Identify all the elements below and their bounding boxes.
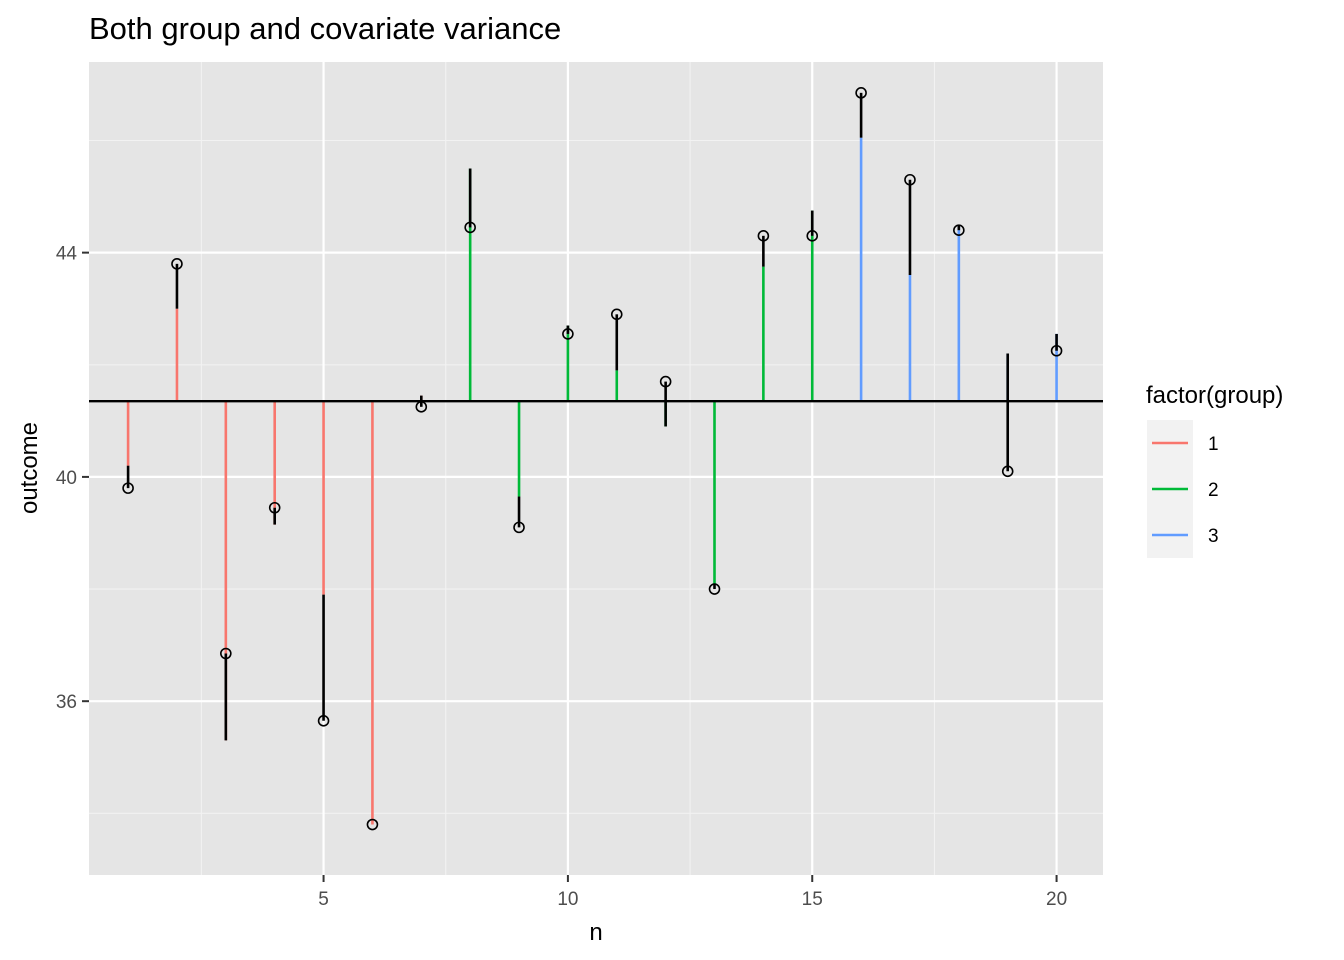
x-tick-label: 10 (557, 889, 578, 910)
data-point (464, 221, 476, 234)
data-point (513, 521, 525, 534)
data-point (806, 230, 819, 242)
minor-gridlines (89, 62, 1103, 875)
chart-title: Both group and covariate variance (89, 11, 561, 46)
data-point (904, 173, 916, 186)
legend: factor(group) 1 2 3 (1146, 382, 1283, 558)
residual-segments (126, 92, 1058, 741)
x-tick-label: 5 (318, 889, 329, 910)
data-point (122, 482, 134, 494)
legend-title: factor(group) (1146, 382, 1283, 409)
data-point (757, 230, 770, 242)
x-tick-label: 15 (802, 889, 823, 910)
x-axis-title: n (589, 919, 602, 946)
data-point (317, 715, 330, 727)
y-tick-label: 40 (56, 468, 77, 489)
data-point (1001, 465, 1014, 478)
y-axis: 36 40 44 (56, 244, 89, 713)
y-tick-label: 36 (56, 692, 77, 713)
data-points (122, 87, 1063, 831)
plot-panel (89, 62, 1103, 875)
y-axis-title: outcome (16, 422, 43, 514)
legend-label: 3 (1208, 526, 1219, 547)
legend-label: 1 (1208, 434, 1219, 455)
data-point (562, 328, 574, 340)
data-point (855, 87, 867, 99)
legend-label: 2 (1208, 480, 1219, 501)
x-axis: 5 10 15 20 (318, 875, 1067, 910)
data-point (415, 401, 428, 413)
data-point (220, 647, 232, 660)
data-point (953, 224, 965, 237)
data-point (659, 375, 672, 388)
data-point (708, 583, 721, 595)
data-point (366, 818, 379, 831)
data-point (268, 501, 281, 514)
data-point (610, 308, 623, 321)
major-gridlines (89, 62, 1103, 875)
data-point (1050, 344, 1063, 357)
x-tick-label: 20 (1046, 889, 1067, 910)
y-tick-label: 44 (56, 244, 78, 265)
data-point (171, 258, 183, 270)
